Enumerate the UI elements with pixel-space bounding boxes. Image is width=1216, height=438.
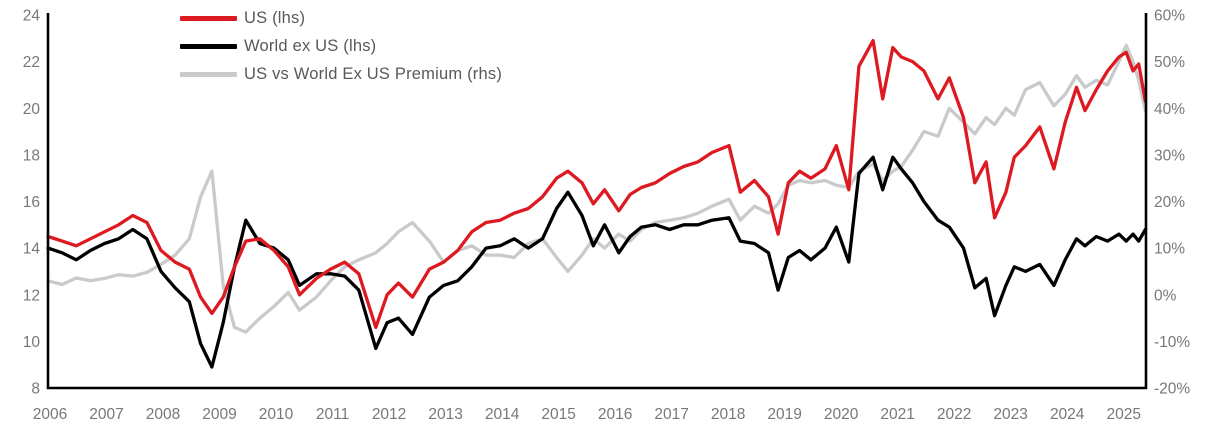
x-axis-tick-label: 2022: [937, 406, 971, 423]
right-axis-tick-label: 50%: [1154, 54, 1185, 71]
legend-label-world-ex-us: World ex US (lhs): [244, 37, 377, 55]
x-axis-tick-label: 2007: [89, 406, 123, 423]
premium-line-swatch: [180, 72, 237, 77]
x-axis-tick-label: 2011: [316, 406, 349, 423]
right-axis-tick-label: 60%: [1154, 8, 1185, 25]
x-axis-tick-label: 2025: [1106, 406, 1140, 423]
left-axis-tick-label: 18: [23, 147, 40, 164]
legend-label-us: US (lhs): [244, 9, 306, 27]
right-axis-tick-label: 10%: [1154, 241, 1185, 258]
x-axis-tick-label: 2013: [428, 406, 462, 423]
left-axis-tick-label: 22: [23, 54, 40, 71]
legend-item-world-ex-us: World ex US (lhs): [180, 36, 502, 57]
x-axis-tick-label: 2008: [146, 406, 180, 423]
right-axis-tick-label: -10%: [1154, 334, 1190, 351]
x-axis-tick-label: 2018: [711, 406, 745, 423]
left-axis-tick-label: 10: [23, 334, 41, 351]
premium-line: [46, 43, 1148, 334]
us-line: [46, 38, 1148, 330]
x-axis-tick-label: 2017: [654, 406, 688, 423]
x-axis-tick-label: 2009: [202, 406, 236, 423]
right-axis-tick-label: 30%: [1154, 147, 1185, 164]
left-axis-tick-label: 16: [23, 194, 40, 211]
x-axis-tick-label: 2006: [33, 406, 67, 423]
right-axis-tick-label: -20%: [1154, 381, 1190, 398]
x-axis-tick-label: 2012: [372, 406, 406, 423]
left-axis-tick-label: 12: [23, 287, 40, 304]
x-axis-tick-label: 2015: [541, 406, 575, 423]
world-ex-us-line-swatch: [180, 44, 237, 49]
right-axis-tick-label: 40%: [1154, 101, 1185, 118]
left-axis-tick-label: 8: [31, 381, 40, 398]
x-axis-tick-label: 2019: [767, 406, 801, 423]
legend: US (lhs) World ex US (lhs) US vs World E…: [180, 8, 502, 85]
left-axis-tick-label: 20: [23, 101, 41, 118]
left-axis-tick-label: 14: [23, 241, 41, 258]
left-axis-tick-label: 24: [23, 8, 41, 25]
x-axis-tick-label: 2021: [880, 406, 914, 423]
legend-item-us: US (lhs): [180, 8, 502, 29]
us-line-swatch: [180, 16, 237, 21]
legend-item-premium: US vs World Ex US Premium (rhs): [180, 64, 502, 85]
x-axis-tick-label: 2014: [485, 406, 520, 423]
x-axis-tick-label: 2016: [598, 406, 632, 423]
x-axis-tick-label: 2024: [1050, 406, 1085, 423]
world-ex-us-line: [46, 155, 1148, 369]
right-axis-tick-label: 0%: [1154, 287, 1177, 304]
x-axis-tick-label: 2020: [824, 406, 859, 423]
x-axis-tick-label: 2023: [993, 406, 1027, 423]
right-axis-tick-label: 20%: [1154, 194, 1185, 211]
legend-label-premium: US vs World Ex US Premium (rhs): [244, 65, 503, 83]
x-axis-tick-label: 2010: [259, 406, 294, 423]
